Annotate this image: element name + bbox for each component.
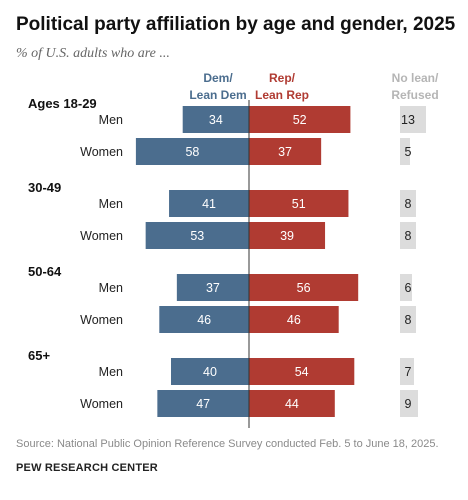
none-header-line: Refused <box>391 88 438 102</box>
rep-value: 52 <box>293 113 307 127</box>
dem-value: 34 <box>209 113 223 127</box>
chart-subtitle: % of U.S. adults who are ... <box>16 46 170 61</box>
organization-name: PEW RESEARCH CENTER <box>16 462 158 474</box>
none-value: 9 <box>405 397 412 411</box>
dem-header-line: Lean Dem <box>189 88 246 102</box>
rep-bar <box>249 190 349 217</box>
rep-bar <box>249 274 359 301</box>
dem-bar <box>157 390 249 417</box>
dem-bar <box>176 274 249 301</box>
group-label: Ages 18-29 <box>28 96 97 111</box>
none-value: 13 <box>401 113 415 127</box>
rep-value: 46 <box>287 313 301 327</box>
dem-bar <box>159 306 249 333</box>
dem-value: 53 <box>190 229 204 243</box>
none-bar <box>400 106 426 133</box>
none-value: 6 <box>405 281 412 295</box>
rep-value: 56 <box>297 281 311 295</box>
source-note: Source: National Public Opinion Referenc… <box>16 438 439 450</box>
rep-value: 51 <box>292 197 306 211</box>
diverging-bar-chart: Dem/Lean Dem Rep/Lean Rep No lean/Refused A… <box>28 71 439 428</box>
dem-value: 47 <box>196 397 210 411</box>
rep-value: 54 <box>295 365 309 379</box>
dem-value: 41 <box>202 197 216 211</box>
dem-header-line: Dem/ <box>203 71 233 85</box>
rep-bar <box>249 222 326 249</box>
rep-header-line: Rep/ <box>269 71 296 85</box>
dem-bar <box>171 358 249 385</box>
none-value: 8 <box>405 313 412 327</box>
group-label: 30-49 <box>28 180 61 195</box>
rep-value: 44 <box>285 397 299 411</box>
row-label: Women <box>80 397 123 411</box>
none-bar <box>400 358 414 385</box>
rep-value: 39 <box>280 229 294 243</box>
none-value: 8 <box>405 229 412 243</box>
row-label: Men <box>99 197 123 211</box>
group-label: 50-64 <box>28 264 62 279</box>
dem-bar <box>135 138 249 165</box>
dem-value: 40 <box>203 365 217 379</box>
none-bar <box>400 190 416 217</box>
none-bar <box>400 222 416 249</box>
row-label: Women <box>80 229 123 243</box>
dem-value: 46 <box>197 313 211 327</box>
dem-bar <box>182 106 249 133</box>
rep-bar <box>249 106 351 133</box>
row-label: Men <box>99 281 123 295</box>
none-value: 8 <box>405 197 412 211</box>
none-value: 5 <box>405 145 412 159</box>
rep-bar <box>249 306 339 333</box>
none-bar <box>400 274 412 301</box>
rep-value: 37 <box>278 145 292 159</box>
dem-value: 58 <box>185 145 199 159</box>
chart-title: Political party affiliation by age and g… <box>16 14 456 35</box>
rep-bar <box>249 390 335 417</box>
rep-header-line: Lean Rep <box>255 88 309 102</box>
none-header-line: No lean/ <box>392 71 439 85</box>
row-label: Women <box>80 145 123 159</box>
row-label: Men <box>99 113 123 127</box>
none-value: 7 <box>405 365 412 379</box>
none-bar <box>400 390 418 417</box>
rep-bar <box>249 138 322 165</box>
group-label: 65+ <box>28 348 50 363</box>
rep-bar <box>249 358 355 385</box>
dem-bar <box>169 190 249 217</box>
dem-bar <box>145 222 249 249</box>
none-bar <box>400 138 410 165</box>
row-label: Men <box>99 365 123 379</box>
dem-value: 37 <box>206 281 220 295</box>
row-label: Women <box>80 313 123 327</box>
none-bar <box>400 306 416 333</box>
